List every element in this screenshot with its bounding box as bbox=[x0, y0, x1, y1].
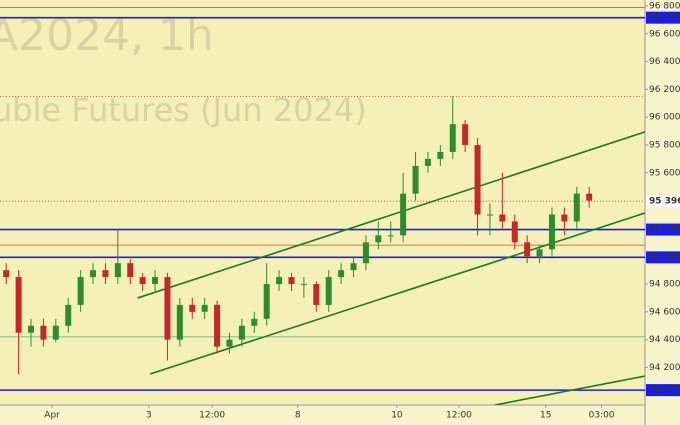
y-tick-label: 96 000 bbox=[649, 113, 680, 123]
y-tick-label: 94 400 bbox=[649, 335, 680, 345]
y-tick-label: 94 200 bbox=[649, 363, 680, 373]
candle-body bbox=[536, 249, 543, 257]
candle-body bbox=[474, 145, 481, 215]
x-tick-label: 03:00 bbox=[589, 411, 615, 421]
candle-body bbox=[350, 263, 357, 271]
candle-body bbox=[201, 304, 208, 312]
x-axis-band bbox=[0, 405, 645, 425]
candle-body bbox=[524, 242, 531, 257]
candle-body bbox=[238, 325, 245, 340]
y-tick-label: 95 800 bbox=[649, 141, 680, 151]
y-tick-label: 95 600 bbox=[649, 168, 680, 178]
candle-body bbox=[387, 235, 394, 237]
candle-body bbox=[313, 284, 320, 305]
candle-body bbox=[214, 304, 221, 347]
candle-body bbox=[3, 270, 10, 278]
x-tick-label: 12:00 bbox=[446, 411, 472, 421]
level-tag bbox=[646, 195, 680, 208]
candle-body bbox=[15, 277, 22, 333]
y-tick-label: 96 400 bbox=[649, 57, 680, 67]
candle-body bbox=[65, 304, 72, 326]
trendline bbox=[494, 375, 645, 405]
level-tag bbox=[646, 384, 680, 397]
candle-body bbox=[226, 339, 233, 347]
x-tick-label: 8 bbox=[295, 411, 301, 421]
candle-body bbox=[586, 193, 593, 201]
x-tick-label: Apr bbox=[44, 411, 60, 421]
candle-body bbox=[176, 304, 183, 340]
x-tick-label: 15 bbox=[540, 411, 551, 421]
y-tick-label: 96 600 bbox=[649, 29, 680, 39]
candle-body bbox=[102, 270, 109, 278]
level-label: 94 992 bbox=[649, 253, 680, 263]
candle-body bbox=[77, 277, 84, 305]
x-tick-label: 3 bbox=[146, 411, 152, 421]
trendline bbox=[149, 212, 645, 375]
y-axis-band bbox=[645, 0, 680, 425]
candle-body bbox=[486, 214, 493, 216]
candle-body bbox=[288, 277, 295, 285]
candle-body bbox=[300, 284, 307, 286]
x-tick-label: 10 bbox=[391, 411, 403, 421]
level-label: 95 396 bbox=[649, 197, 680, 207]
y-tick-label: 94 800 bbox=[649, 280, 680, 290]
candle-body bbox=[338, 270, 345, 278]
candle-body bbox=[40, 325, 47, 340]
candle-body bbox=[164, 277, 171, 340]
y-tick-label: 96 800 bbox=[649, 1, 680, 11]
candle-body bbox=[548, 214, 555, 250]
candle-body bbox=[114, 263, 121, 278]
candle-body bbox=[375, 235, 382, 243]
candle-body bbox=[561, 214, 568, 222]
candle-body bbox=[499, 214, 506, 222]
candle-body bbox=[362, 242, 369, 264]
candle-body bbox=[573, 193, 580, 222]
level-tag bbox=[646, 11, 680, 24]
y-tick-label: 94 600 bbox=[649, 307, 680, 317]
x-tick-label: 12:00 bbox=[199, 411, 225, 421]
candle-body bbox=[127, 263, 134, 278]
candle-body bbox=[511, 221, 518, 243]
trendline bbox=[137, 131, 645, 299]
level-tag bbox=[646, 223, 680, 236]
candle-body bbox=[276, 277, 283, 285]
candle-body bbox=[325, 277, 332, 305]
candle-body bbox=[52, 325, 59, 340]
watermark: A2024, 1h bbox=[0, 10, 214, 61]
candle-body bbox=[412, 165, 419, 194]
candle-body bbox=[28, 325, 35, 333]
candle-body bbox=[449, 124, 456, 152]
y-tick-label: 96 200 bbox=[649, 85, 680, 95]
candle-body bbox=[263, 284, 270, 319]
candle-body bbox=[251, 318, 258, 326]
candle-body bbox=[462, 124, 469, 146]
candle-body bbox=[139, 277, 146, 285]
candle-body bbox=[189, 304, 196, 312]
level-label: 96 716 bbox=[649, 13, 680, 23]
candle-body bbox=[90, 270, 97, 278]
candle-body bbox=[400, 193, 407, 236]
level-tag bbox=[646, 251, 680, 264]
candle-body bbox=[152, 277, 159, 285]
watermark: uble Futures (Jun 2024) bbox=[0, 91, 367, 129]
candle-body bbox=[437, 151, 444, 159]
level-label: 95 192 bbox=[649, 225, 680, 235]
level-label: 94 037 bbox=[649, 386, 680, 396]
candle-body bbox=[424, 158, 431, 166]
